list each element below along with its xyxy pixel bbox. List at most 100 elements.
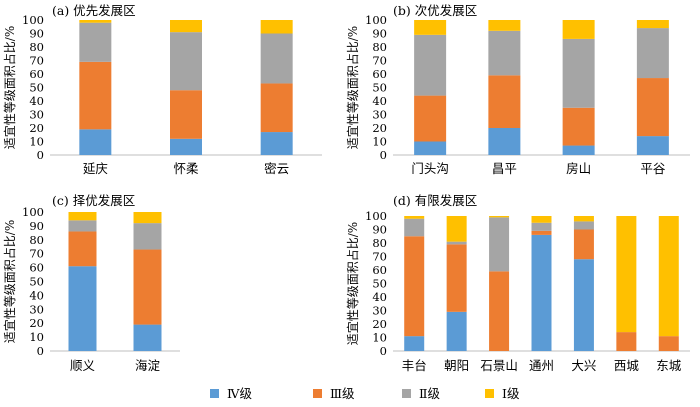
- x-tick-label: 石景山: [480, 358, 518, 373]
- bar-segment: [562, 38, 595, 108]
- y-tick-label: 100: [365, 13, 387, 27]
- bar-segment: [488, 20, 521, 31]
- y-tick-label: 100: [22, 205, 44, 219]
- x-tick-label: 丰台: [402, 358, 427, 373]
- y-tick-label: 40: [372, 290, 387, 304]
- x-tick-label: 门头沟: [411, 161, 449, 176]
- bar-segment: [446, 311, 467, 351]
- y-tick-label: 0: [380, 344, 387, 358]
- bar-segment: [414, 141, 447, 155]
- bar-segment: [573, 221, 594, 230]
- x-tick-label: 延庆: [83, 161, 109, 176]
- bar-segment: [488, 30, 521, 76]
- y-tick-label: 10: [29, 135, 44, 149]
- y-tick-label: 40: [29, 94, 44, 108]
- legend: Ⅳ级 Ⅲ级 Ⅱ级 Ⅰ级: [210, 386, 520, 401]
- x-tick-label: 朝阳: [444, 358, 469, 373]
- bar-segment: [260, 20, 293, 34]
- y-tick-label: 50: [372, 81, 387, 95]
- x-tick-label: 大兴: [571, 358, 596, 373]
- y-tick-label: 0: [37, 344, 44, 358]
- bar-segment: [404, 336, 425, 351]
- bar-segment: [562, 145, 595, 155]
- bar-segment: [636, 136, 669, 155]
- bar-segment: [573, 216, 594, 222]
- panel-title: (d) 有限发展区: [393, 193, 477, 208]
- bar-segment: [414, 34, 447, 96]
- y-tick-label: 90: [29, 27, 44, 41]
- x-tick-label: 顺义: [70, 358, 96, 373]
- bar-segment: [616, 332, 637, 351]
- bar-segment: [170, 32, 202, 91]
- bar-segment: [79, 129, 112, 155]
- y-tick-label: 70: [372, 54, 387, 68]
- y-tick-label: 10: [372, 135, 387, 149]
- bar-segment: [68, 212, 97, 221]
- bar-segment: [260, 33, 293, 84]
- bar-segment: [562, 20, 595, 39]
- x-tick-label: 通州: [529, 358, 554, 373]
- bar-segment: [68, 220, 97, 232]
- bar-segment: [133, 249, 162, 325]
- panel-title: (c) 择优发展区: [52, 193, 135, 208]
- bar-segment: [531, 216, 552, 223]
- y-tick-label: 20: [372, 317, 387, 331]
- bar-segment: [404, 236, 425, 337]
- y-tick-label: 80: [29, 40, 44, 54]
- y-tick-label: 70: [372, 250, 387, 264]
- y-tick-label: 50: [372, 277, 387, 291]
- y-tick-label: 90: [372, 27, 387, 41]
- bar-segment: [636, 20, 669, 29]
- panel-title: (a) 优先发展区: [52, 3, 136, 18]
- y-axis-label: 适宜性等级面积占比/%: [345, 26, 360, 149]
- y-tick-label: 40: [29, 288, 44, 302]
- y-tick-label: 60: [29, 261, 44, 275]
- y-axis-label: 适宜性等级面积占比/%: [2, 26, 17, 149]
- y-tick-label: 90: [29, 219, 44, 233]
- x-tick-label: 东城: [656, 358, 682, 373]
- legend-swatch: [485, 389, 494, 398]
- y-tick-label: 0: [380, 148, 387, 162]
- x-tick-label: 平谷: [640, 161, 666, 176]
- y-tick-label: 70: [29, 247, 44, 261]
- bar-segment: [414, 20, 447, 35]
- y-tick-label: 80: [372, 236, 387, 250]
- x-tick-label: 海淀: [135, 358, 161, 373]
- y-tick-label: 30: [29, 302, 44, 316]
- y-tick-label: 10: [372, 331, 387, 345]
- y-tick-label: 30: [29, 108, 44, 122]
- bar-segment: [489, 271, 510, 351]
- bar-segment: [489, 217, 510, 272]
- legend-swatch: [210, 389, 219, 398]
- y-tick-label: 60: [29, 67, 44, 81]
- bar-segment: [531, 230, 552, 235]
- bar-segment: [68, 266, 97, 351]
- legend-label: Ⅳ级: [227, 386, 252, 401]
- bar-segment: [636, 78, 669, 137]
- bar-segment: [133, 324, 162, 351]
- y-tick-label: 80: [372, 40, 387, 54]
- x-tick-label: 西城: [614, 358, 640, 373]
- panel-title: (b) 次优发展区: [393, 3, 477, 18]
- y-tick-label: 20: [372, 121, 387, 135]
- bar-segment: [170, 90, 202, 139]
- y-tick-label: 60: [372, 263, 387, 277]
- legend-label: Ⅱ级: [419, 386, 440, 401]
- bar-segment: [79, 61, 112, 130]
- bar-segment: [658, 336, 679, 351]
- y-axis-label: 适宜性等级面积占比/%: [345, 222, 360, 345]
- x-tick-label: 昌平: [492, 161, 517, 176]
- y-tick-label: 30: [372, 304, 387, 318]
- y-tick-label: 80: [29, 233, 44, 247]
- bar-segment: [616, 216, 637, 333]
- bar-segment: [404, 216, 425, 219]
- y-tick-label: 90: [372, 223, 387, 237]
- bar-segment: [531, 222, 552, 231]
- bar-segment: [79, 20, 112, 23]
- bar-segment: [170, 138, 202, 155]
- bar-segment: [446, 244, 467, 312]
